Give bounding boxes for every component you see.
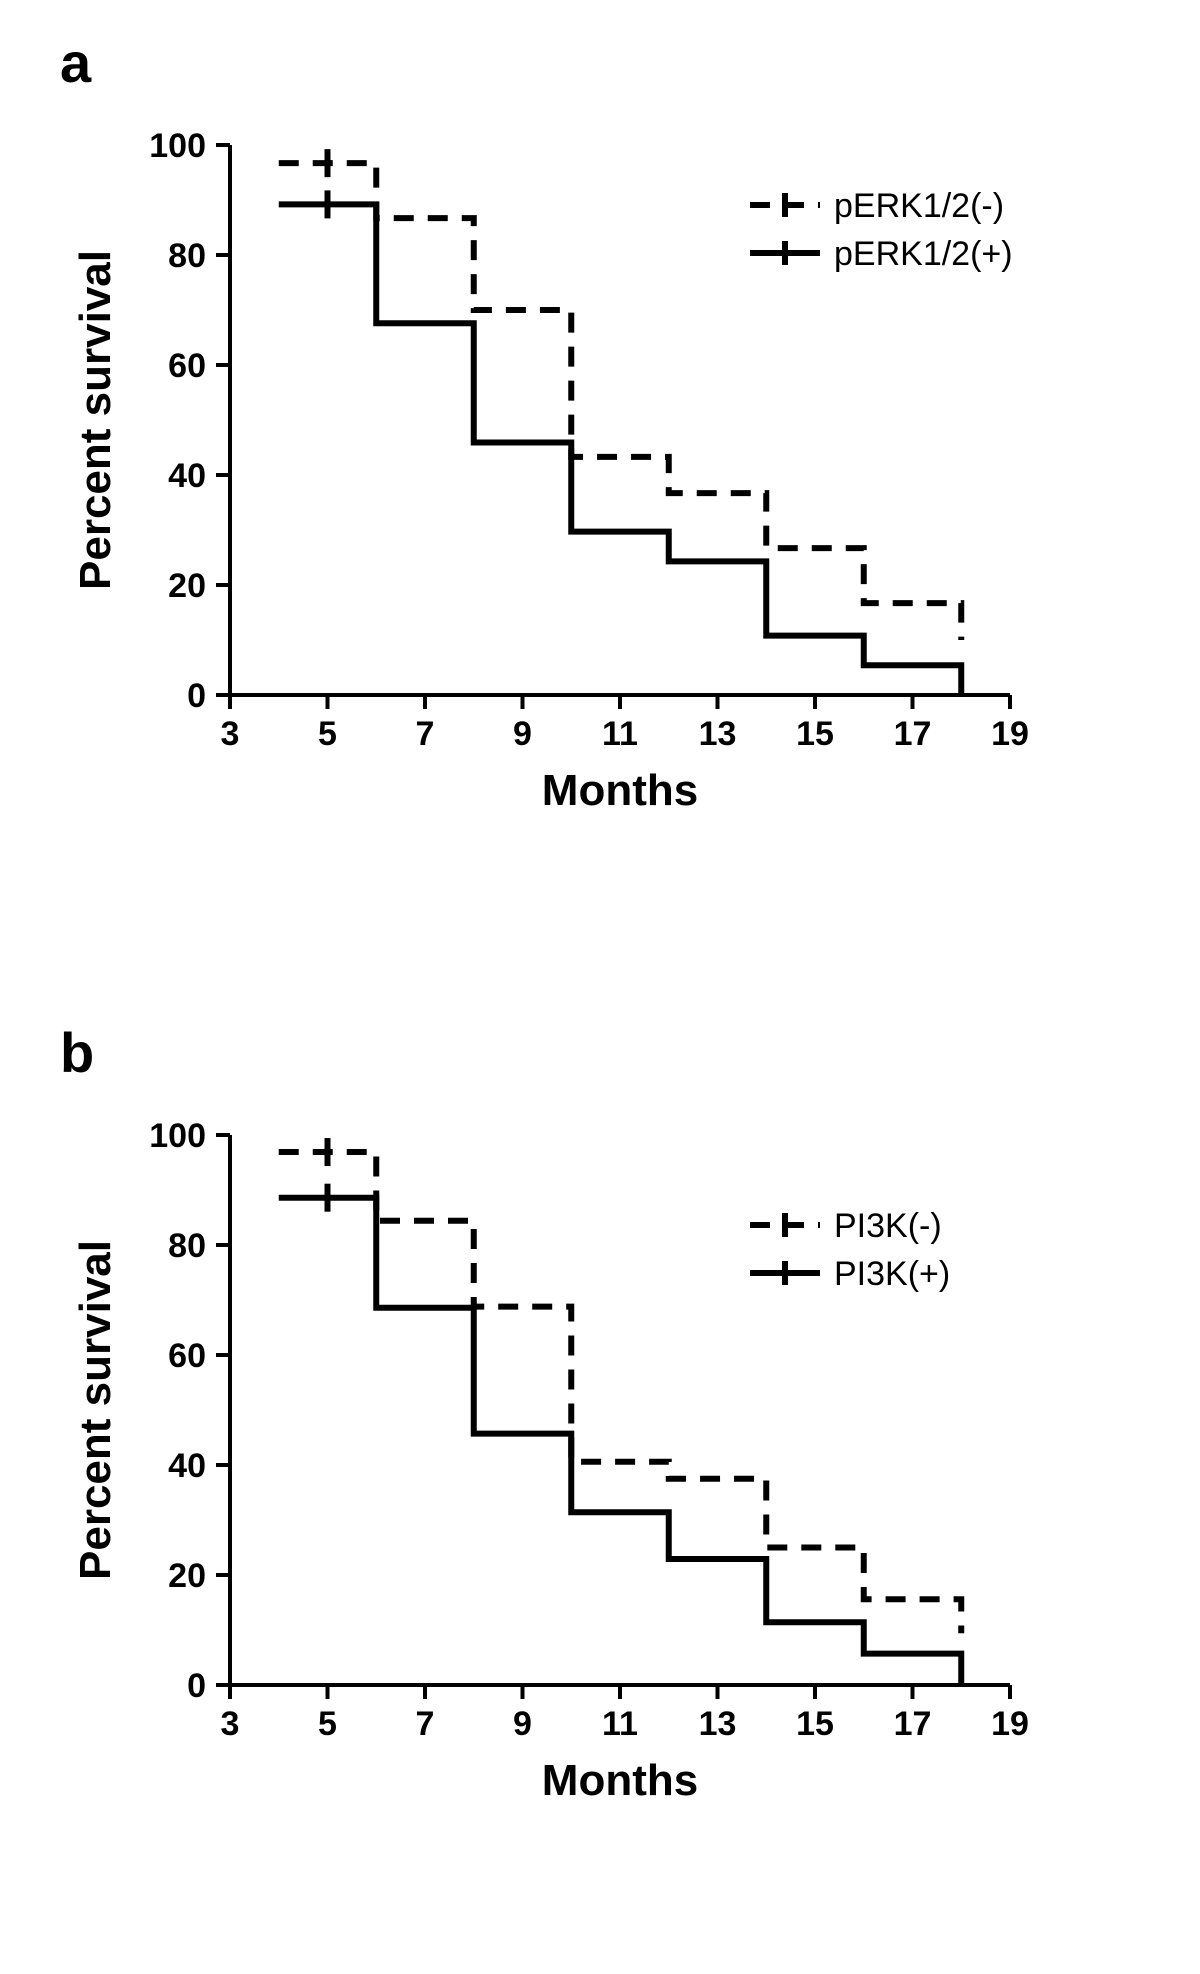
panel-a: a 3 5 7 9 11 13 15 17 19 0 20 40 60 80 100 Months Percen… — [60, 30, 1160, 900]
y-tick-label: 20 — [168, 1557, 206, 1595]
x-tick-label: 5 — [318, 1705, 337, 1743]
x-axis-title: Months — [542, 1756, 698, 1805]
panel-b: b 3 5 7 9 11 13 15 17 19 0 20 40 60 80 100 Months Percen… — [60, 1020, 1160, 1890]
x-tick-label: 7 — [416, 715, 435, 753]
y-tick-label: 0 — [187, 1667, 206, 1705]
x-tick-label: 15 — [796, 715, 834, 753]
figure-container: a 3 5 7 9 11 13 15 17 19 0 20 40 60 80 100 Months Percen… — [0, 0, 1200, 1974]
x-tick-label: 19 — [991, 715, 1029, 753]
legend-label: PI3K(-) — [834, 1207, 942, 1245]
x-tick-label: 13 — [699, 1705, 737, 1743]
x-tick-label: 17 — [894, 715, 932, 753]
x-tick-label: 9 — [513, 1705, 532, 1743]
legend-label: pERK1/2(+) — [834, 235, 1013, 273]
y-tick-label: 60 — [168, 347, 206, 385]
x-tick-label: 13 — [699, 715, 737, 753]
panel-a-label: a — [60, 30, 1160, 95]
x-tick-label: 5 — [318, 715, 337, 753]
x-tick-label: 11 — [602, 715, 638, 753]
y-tick-label: 0 — [187, 677, 206, 715]
chart-a: 3 5 7 9 11 13 15 17 19 0 20 40 60 80 100 Months Percent … — [60, 95, 1160, 895]
y-tick-label: 100 — [149, 1117, 206, 1155]
y-tick-label: 40 — [168, 1447, 206, 1485]
y-tick-label: 80 — [168, 1227, 206, 1265]
legend-label: pERK1/2(-) — [834, 187, 1004, 225]
x-tick-label: 17 — [894, 1705, 932, 1743]
x-axis-title: Months — [542, 766, 698, 815]
x-tick-label: 3 — [221, 715, 240, 753]
x-tick-label: 3 — [221, 1705, 240, 1743]
y-tick-label: 80 — [168, 237, 206, 275]
survival-series — [279, 204, 962, 695]
x-tick-label: 9 — [513, 715, 532, 753]
legend-label: PI3K(+) — [834, 1255, 950, 1293]
x-tick-label: 19 — [991, 1705, 1029, 1743]
panel-b-label: b — [60, 1020, 1160, 1085]
y-axis-title: Percent survival — [71, 250, 120, 590]
y-tick-label: 20 — [168, 567, 206, 605]
axis-lines — [230, 145, 1010, 695]
chart-b: 3 5 7 9 11 13 15 17 19 0 20 40 60 80 100 Months Percent … — [60, 1085, 1160, 1885]
y-tick-label: 100 — [149, 127, 206, 165]
x-tick-label: 7 — [416, 1705, 435, 1743]
x-tick-label: 11 — [602, 1705, 638, 1743]
y-tick-label: 40 — [168, 457, 206, 495]
y-axis-title: Percent survival — [71, 1240, 120, 1580]
y-tick-label: 60 — [168, 1337, 206, 1375]
x-tick-label: 15 — [796, 1705, 834, 1743]
